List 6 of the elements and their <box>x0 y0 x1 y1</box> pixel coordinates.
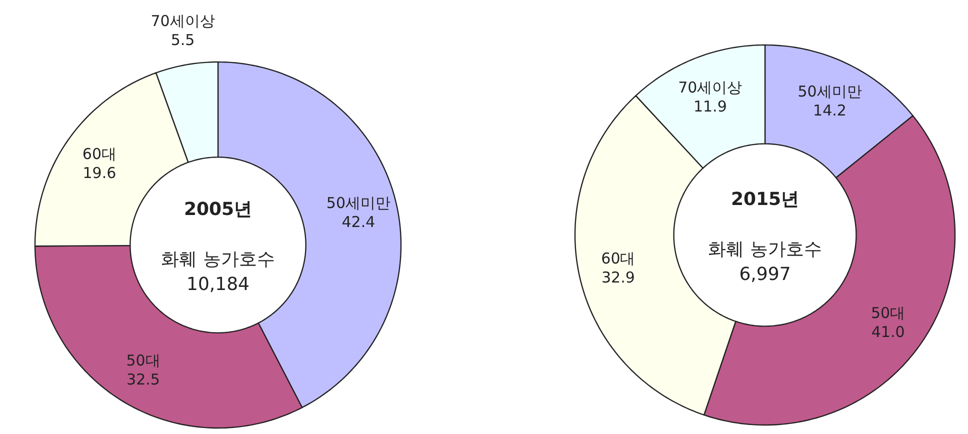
text: 화훼 농가호수 <box>708 239 822 260</box>
text: 6,997 <box>739 264 791 285</box>
text: 2015년 <box>730 189 800 210</box>
text: 2005년 <box>184 199 252 220</box>
text: 10,184 <box>186 274 250 295</box>
text: 화훼 농가호수 <box>161 249 275 270</box>
